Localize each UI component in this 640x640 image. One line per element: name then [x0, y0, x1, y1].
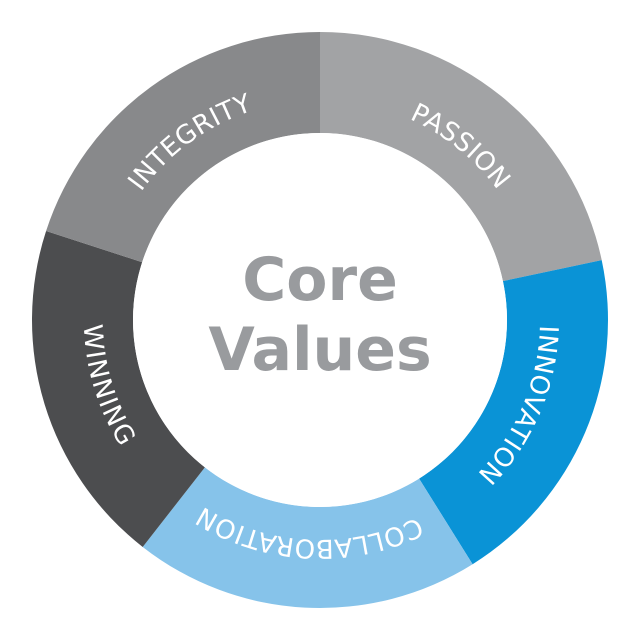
- segment-integrity: [46, 32, 320, 263]
- center-title-line1: Core: [242, 245, 398, 315]
- center-title-line2: Values: [208, 315, 431, 385]
- segment-winning: [31, 231, 205, 547]
- center-disc: [133, 133, 507, 507]
- segment-collaboration: [142, 467, 473, 608]
- segment-innovation: [419, 260, 608, 565]
- ring-segments: [31, 32, 608, 608]
- segment-passion: [320, 32, 602, 282]
